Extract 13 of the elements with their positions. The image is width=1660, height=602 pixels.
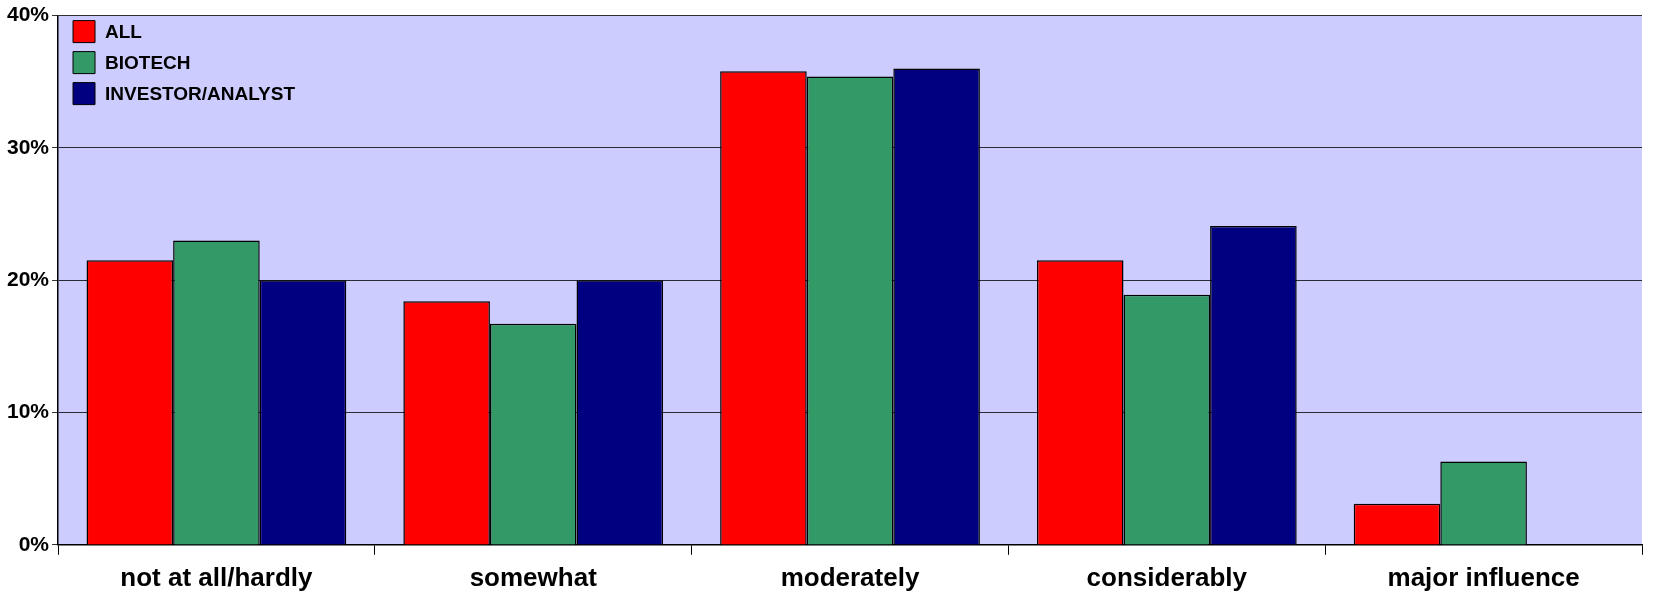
y-tick-label: 40% [7, 2, 50, 26]
x-tick-label: not at all/hardly [120, 561, 314, 592]
legend-label: BIOTECH [105, 51, 191, 73]
legend-label: ALL [105, 20, 143, 42]
y-tick-label: 20% [7, 267, 50, 290]
y-tick-label: 10% [7, 399, 50, 423]
x-tick-label: somewhat [469, 561, 598, 592]
x-tick-label: moderately [780, 561, 920, 592]
legend-label: INVESTOR/ANALYST [105, 82, 296, 104]
y-tick-label: 0% [18, 531, 50, 555]
x-tick-label: considerably [1086, 561, 1248, 592]
x-tick-label: major influence [1387, 561, 1580, 592]
y-tick-label: 30% [7, 134, 50, 158]
